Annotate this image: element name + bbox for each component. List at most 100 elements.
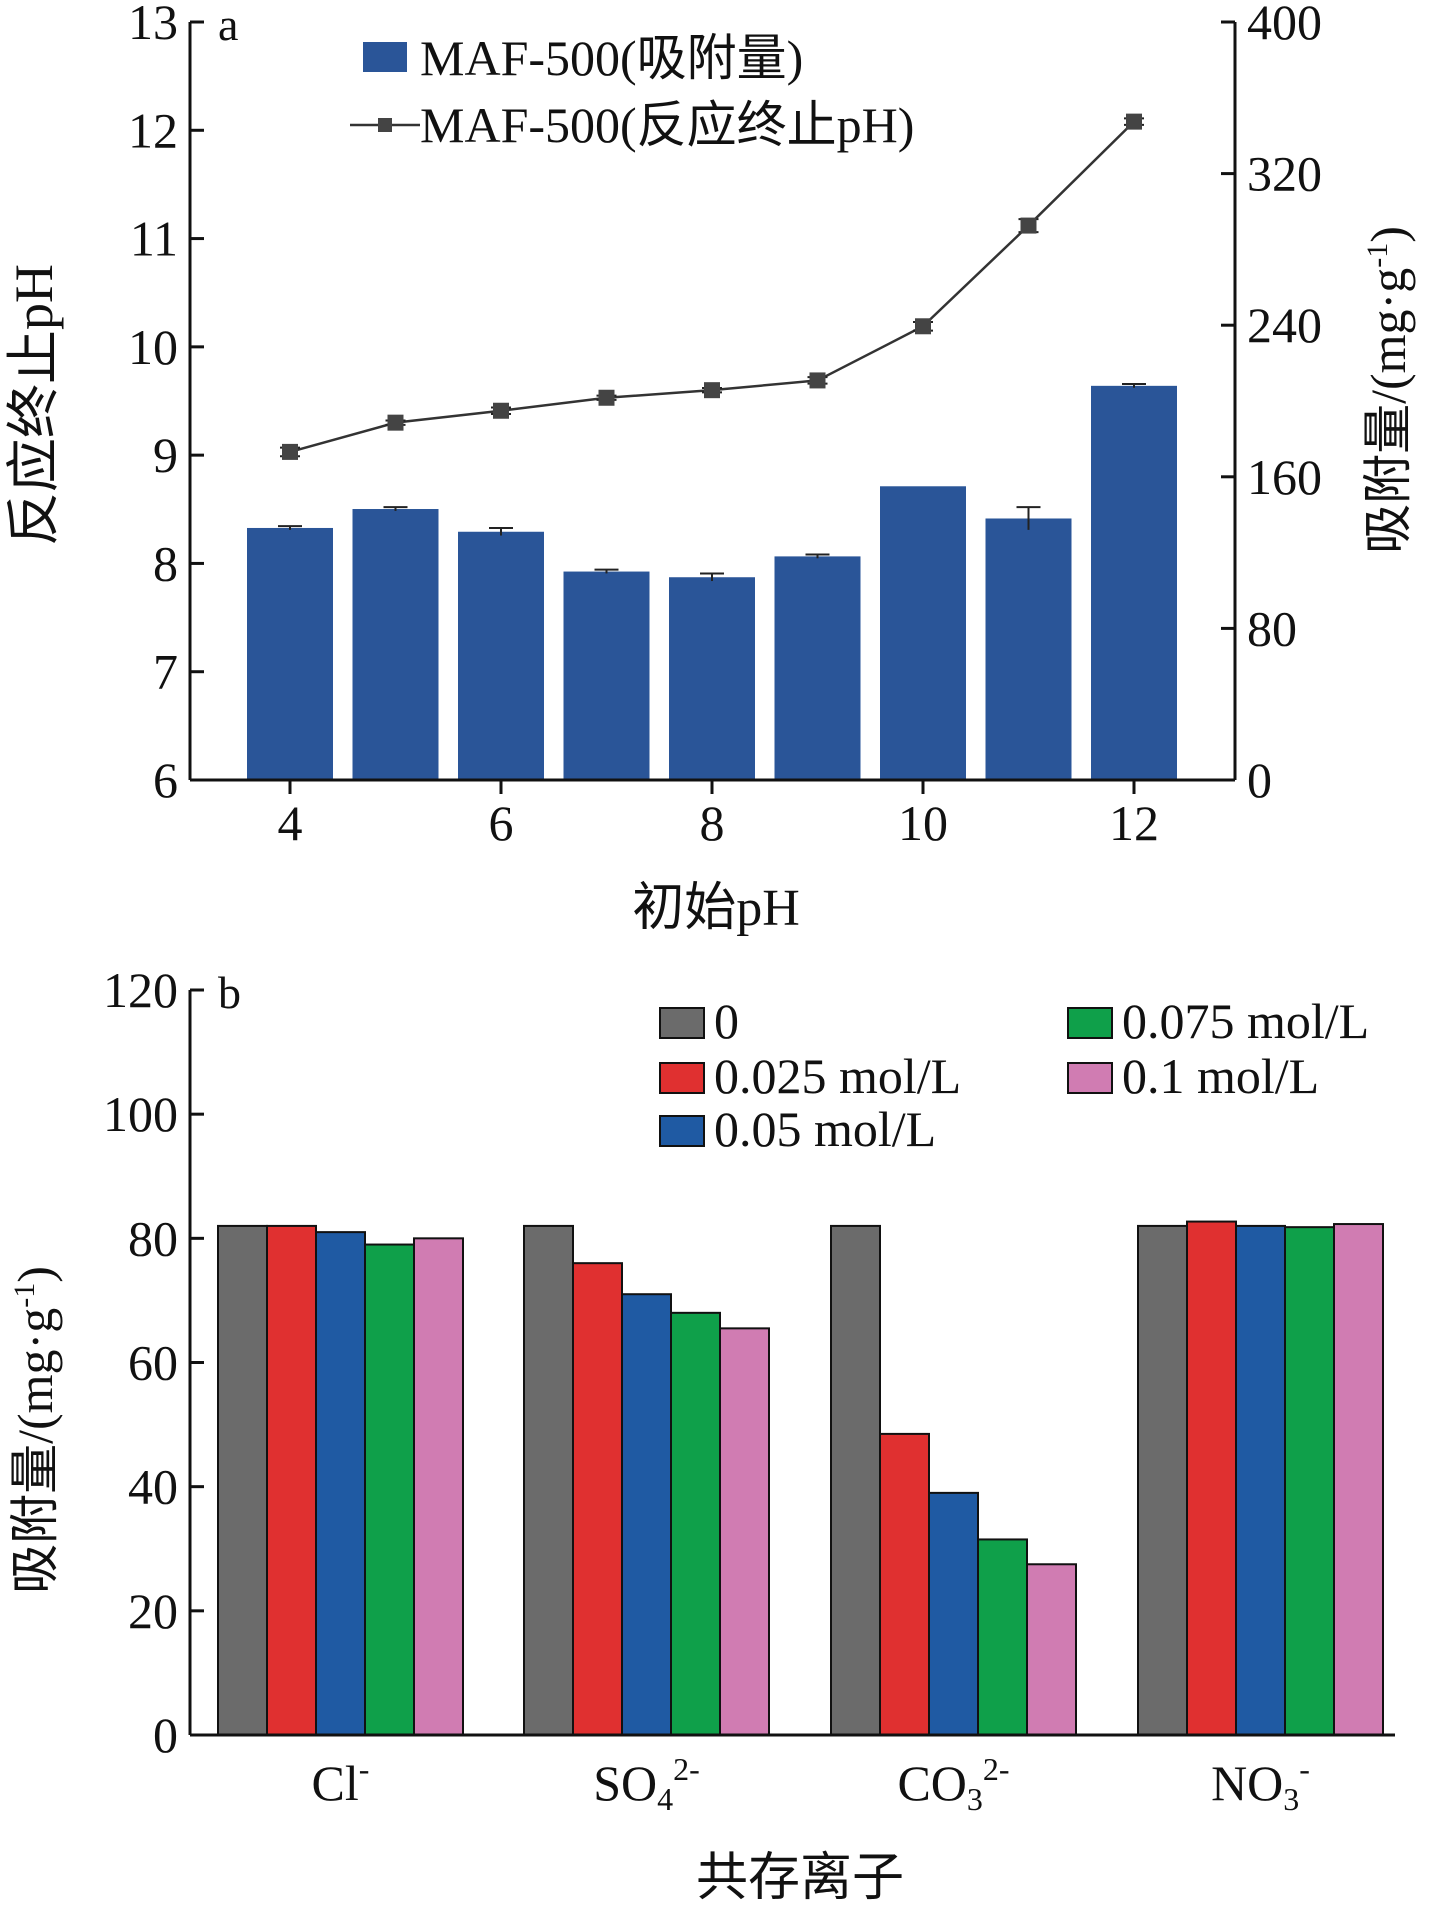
legend-label: 0: [714, 993, 739, 1049]
legend-marker-sample: [378, 118, 392, 132]
chart-a-right-ticks: 0 80 160 240 320 400: [1221, 0, 1322, 808]
bar: [217, 1224, 268, 1736]
chart-a-left-ticks: 6 7 8 9 10 11 12 13: [128, 0, 204, 808]
bar: [1137, 1224, 1188, 1736]
bar: [880, 486, 966, 780]
panel-label-b: b: [218, 967, 241, 1018]
right-tick-label: 0: [1247, 752, 1272, 808]
chart-a-bar-error-bars: [278, 382, 1146, 582]
legend-swatch: [659, 1007, 705, 1039]
chart-a-x-ticks: 4 6 8 10 12: [278, 780, 1159, 851]
y-tick-label: 80: [128, 1210, 178, 1266]
x-tick-label: 6: [489, 795, 514, 851]
bar: [669, 577, 755, 780]
y-tick-label: 40: [128, 1459, 178, 1515]
chart-b-y-axis-title: 吸附量/(mg·g-1): [7, 1266, 63, 1594]
legend-label-line: MAF-500(反应终止pH): [420, 97, 914, 153]
chart-b-x-ticks: Cl- SO42- CO32- NO3-: [312, 1751, 1310, 1817]
line-point: [1126, 113, 1142, 130]
legend-swatch: [1067, 1007, 1113, 1039]
chart-b-x-axis-title: 共存离子: [696, 1850, 904, 1907]
y-tick-label: 60: [128, 1335, 178, 1391]
left-tick-label: 9: [153, 427, 178, 483]
bar: [928, 1491, 979, 1736]
bar: [572, 1262, 623, 1736]
chart-a-x-axis-title: 初始pH: [632, 880, 800, 937]
x-tick-label-sup: 2-: [983, 1751, 1010, 1787]
bar: [413, 1237, 464, 1737]
left-tick-label: 11: [130, 211, 178, 267]
bar: [719, 1327, 770, 1736]
bar: [670, 1311, 721, 1737]
left-tick-label: 8: [153, 535, 178, 591]
x-tick-label: Cl-: [312, 1751, 370, 1811]
line-point: [387, 414, 404, 431]
x-tick-label: 10: [898, 795, 948, 851]
x-tick-label: NO3-: [1211, 1751, 1310, 1817]
left-tick-label: 10: [128, 319, 178, 375]
bar: [1284, 1226, 1335, 1736]
chart-a-line-path: [289, 120, 1135, 454]
x-tick-label-base: NO: [1211, 1755, 1283, 1811]
bar: [879, 1432, 930, 1737]
bar: [364, 1243, 415, 1736]
chart-b-y-axis-title-main: 吸附量/(mg·g: [7, 1308, 63, 1594]
legend-swatch: [659, 1115, 705, 1147]
bar: [977, 1538, 1028, 1736]
bar: [830, 1224, 881, 1736]
legend-swatch-bar: [363, 42, 407, 72]
bar: [621, 1293, 672, 1737]
chart-a-right-axis-title-main: 吸附量/(mg·g: [1360, 268, 1416, 554]
chart-a-bars: [247, 385, 1177, 780]
bar: [315, 1231, 366, 1736]
legend-label: 0.05 mol/L: [714, 1101, 936, 1157]
legend-label: 0.075 mol/L: [1122, 993, 1369, 1049]
line-point: [493, 402, 509, 419]
chart-b-bars: [217, 1220, 1384, 1737]
right-tick-label: 80: [1247, 600, 1297, 656]
right-tick-label: 320: [1247, 146, 1322, 202]
legend-label: 0.025 mol/L: [714, 1048, 961, 1104]
y-tick-label: 0: [153, 1707, 178, 1763]
x-tick-label-sup: -: [359, 1751, 370, 1787]
line-point: [598, 389, 615, 406]
y-tick-label: 20: [128, 1583, 178, 1639]
left-tick-label: 6: [153, 752, 178, 808]
x-tick-label: 8: [700, 795, 725, 851]
x-tick-label-sub: 4: [657, 1781, 673, 1817]
legend-label: 0.1 mol/L: [1122, 1048, 1319, 1104]
legend-label-bar: MAF-500(吸附量): [420, 30, 803, 86]
right-tick-label: 240: [1247, 297, 1322, 353]
bar: [1186, 1220, 1237, 1736]
bar: [458, 531, 544, 780]
chart-b-y-axis-title-sup: -1: [8, 1283, 41, 1308]
right-tick-label: 160: [1247, 449, 1322, 505]
bar: [1235, 1224, 1286, 1736]
x-tick-label-base: Cl: [312, 1755, 359, 1811]
bar: [266, 1224, 317, 1736]
chart-a-left-axis-title: 反应终止pH: [4, 264, 64, 546]
chart-a-line-markers: [282, 113, 1142, 460]
y-tick-label: 100: [103, 1086, 178, 1142]
chart-a-legend: MAF-500(吸附量) MAF-500(反应终止pH): [350, 30, 914, 153]
line-point: [282, 443, 298, 460]
bar: [774, 556, 861, 780]
bar: [1026, 1563, 1077, 1737]
x-tick-label-base: CO: [897, 1755, 966, 1811]
x-tick-label: SO42-: [593, 1751, 700, 1817]
x-tick-label-base: SO: [593, 1755, 657, 1811]
panel-label-a: a: [218, 0, 238, 50]
x-tick-label: CO32-: [897, 1751, 1009, 1817]
y-tick-label: 120: [103, 962, 178, 1018]
x-tick-label-sup: -: [1299, 1751, 1310, 1787]
bar: [1333, 1223, 1384, 1737]
chart-b-y-ticks: 0 20 40 60 80 100 120: [103, 962, 204, 1763]
bar: [985, 518, 1072, 780]
chart-a-right-axis-title: 吸附量/(mg·g-1): [1360, 226, 1416, 554]
bar: [247, 527, 333, 780]
right-tick-label: 400: [1247, 0, 1322, 50]
legend-swatch: [1067, 1062, 1113, 1094]
line-point: [809, 372, 826, 389]
